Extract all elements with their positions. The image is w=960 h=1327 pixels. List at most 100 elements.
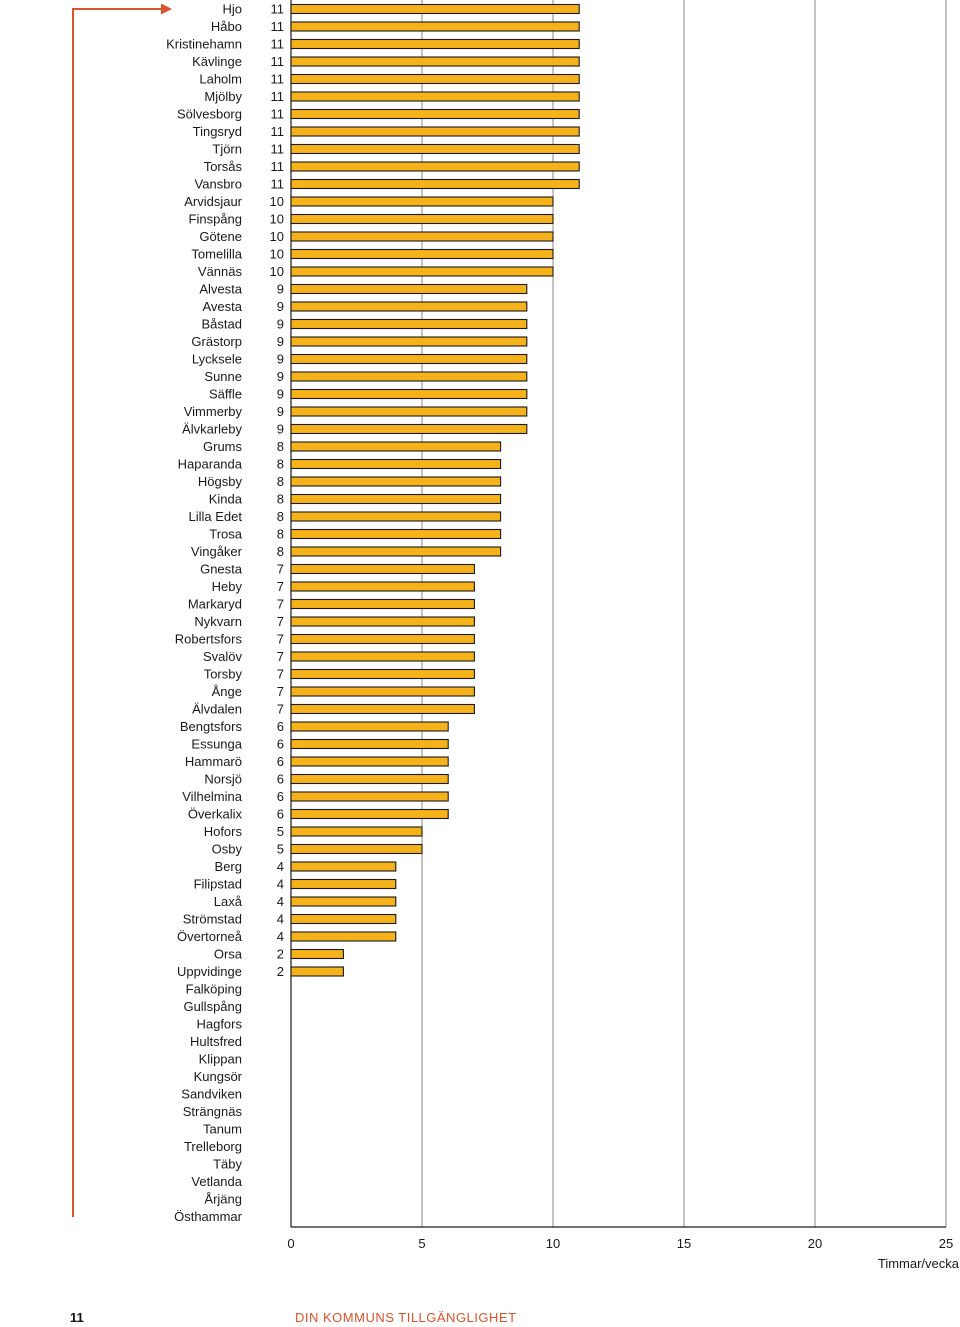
value-label: 9 bbox=[277, 334, 284, 349]
bar bbox=[290, 528, 502, 540]
value-label: 10 bbox=[270, 264, 284, 279]
bar bbox=[290, 826, 423, 837]
bar bbox=[290, 773, 449, 785]
bar bbox=[290, 38, 580, 50]
category-label: Berg bbox=[215, 859, 242, 874]
category-label: Trosa bbox=[209, 527, 243, 542]
bar bbox=[290, 756, 449, 767]
value-label: 11 bbox=[271, 124, 285, 139]
bar bbox=[290, 738, 449, 750]
category-label: Övertorneå bbox=[177, 929, 243, 944]
value-label: 5 bbox=[277, 842, 284, 857]
bar bbox=[290, 563, 475, 575]
bar bbox=[290, 458, 502, 470]
value-label: 7 bbox=[277, 684, 284, 699]
category-label: Markaryd bbox=[188, 597, 242, 612]
category-label: Tingsryd bbox=[193, 124, 242, 139]
value-label: 9 bbox=[277, 422, 284, 437]
value-label: 4 bbox=[277, 929, 284, 944]
bar bbox=[290, 143, 580, 155]
category-label: Älvdalen bbox=[192, 702, 242, 717]
category-label: Lycksele bbox=[192, 352, 242, 367]
bar bbox=[290, 878, 397, 890]
x-tick-label: 0 bbox=[287, 1236, 294, 1251]
category-label: Osby bbox=[212, 842, 243, 857]
value-label: 7 bbox=[277, 649, 284, 664]
bar bbox=[290, 423, 528, 435]
category-label: Vännäs bbox=[198, 264, 243, 279]
category-label: Finspång bbox=[189, 212, 242, 227]
category-label: Götene bbox=[199, 229, 242, 244]
value-label: 10 bbox=[270, 247, 284, 262]
bar bbox=[290, 56, 580, 67]
value-label: 9 bbox=[277, 387, 284, 402]
value-label: 2 bbox=[277, 947, 284, 962]
category-label: Falköping bbox=[186, 982, 242, 997]
value-label: 4 bbox=[277, 894, 284, 909]
bar bbox=[290, 703, 475, 715]
bar bbox=[290, 668, 475, 680]
value-label: 10 bbox=[270, 229, 284, 244]
category-label: Östhammar bbox=[174, 1209, 243, 1224]
category-label: Torsby bbox=[204, 667, 243, 682]
bar bbox=[290, 371, 528, 382]
bar bbox=[290, 546, 502, 557]
value-label: 7 bbox=[277, 702, 284, 717]
bar bbox=[290, 633, 475, 645]
x-tick-label: 20 bbox=[808, 1236, 822, 1251]
bar bbox=[290, 213, 554, 225]
value-label: 11 bbox=[271, 89, 285, 104]
value-label: 8 bbox=[277, 527, 284, 542]
value-label: 8 bbox=[277, 544, 284, 559]
category-label: Heby bbox=[212, 579, 243, 594]
category-label: Avesta bbox=[202, 299, 242, 314]
value-label: 9 bbox=[277, 352, 284, 367]
category-label: Vetlanda bbox=[191, 1174, 242, 1189]
bar bbox=[290, 266, 554, 277]
highlight-arrow bbox=[72, 3, 172, 1217]
bar bbox=[290, 721, 449, 732]
category-label: Kungsör bbox=[194, 1069, 243, 1084]
category-label: Sunne bbox=[204, 369, 242, 384]
bar-chart: Hjo Håbo Kristinehamn Kävlinge Laholm Mjölby S… bbox=[72, 0, 960, 1271]
category-label: Högsby bbox=[198, 474, 243, 489]
category-label: Sölvesborg bbox=[177, 107, 242, 122]
category-label: Kävlinge bbox=[192, 54, 242, 69]
bar bbox=[290, 353, 528, 365]
bar bbox=[290, 966, 344, 977]
value-label: 8 bbox=[277, 474, 284, 489]
value-label: 9 bbox=[277, 369, 284, 384]
bar bbox=[290, 686, 475, 697]
value-label: 6 bbox=[277, 772, 284, 787]
value-label: 11 bbox=[271, 142, 285, 157]
bar bbox=[290, 178, 580, 190]
category-label: Haparanda bbox=[178, 457, 243, 472]
category-label: Filipstad bbox=[194, 877, 242, 892]
category-label: Torsås bbox=[204, 159, 243, 174]
value-label: 9 bbox=[277, 299, 284, 314]
category-label: Svalöv bbox=[203, 649, 243, 664]
category-label: Vansbro bbox=[195, 177, 242, 192]
bar bbox=[290, 126, 580, 137]
value-label: 7 bbox=[277, 667, 284, 682]
bar bbox=[290, 476, 502, 487]
category-label: Säffle bbox=[209, 387, 242, 402]
bar bbox=[290, 3, 580, 15]
category-label: Orsa bbox=[214, 947, 243, 962]
category-label: Norsjö bbox=[204, 772, 242, 787]
bar bbox=[290, 861, 397, 872]
x-axis-label: Timmar/vecka bbox=[878, 1256, 960, 1271]
x-tick-label: 25 bbox=[939, 1236, 953, 1251]
x-tick-labels: 0 5 10 15 20 25 bbox=[287, 1236, 953, 1251]
value-label: 4 bbox=[277, 877, 284, 892]
bar bbox=[290, 248, 554, 260]
category-label: Kristinehamn bbox=[166, 37, 242, 52]
bar bbox=[290, 511, 502, 522]
value-label: 9 bbox=[277, 317, 284, 332]
bar bbox=[290, 651, 475, 662]
value-label: 11 bbox=[271, 37, 285, 52]
bar bbox=[290, 843, 423, 855]
value-label: 4 bbox=[277, 859, 284, 874]
category-label: Grums bbox=[203, 439, 243, 454]
category-label: Hofors bbox=[204, 824, 243, 839]
